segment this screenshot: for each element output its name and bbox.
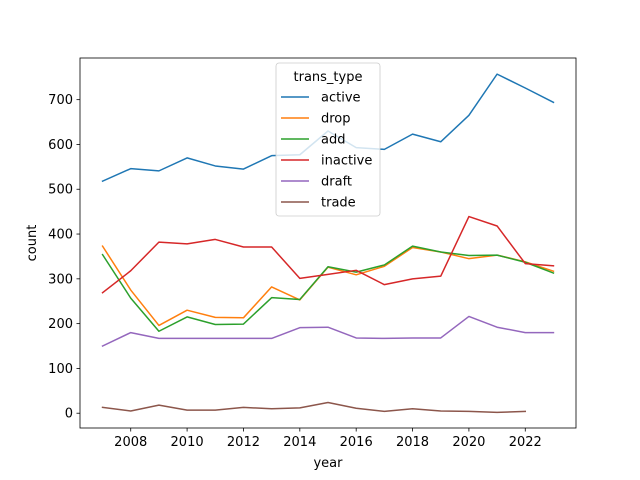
legend-label-draft: draft <box>321 175 352 190</box>
plot-frame <box>79 57 577 429</box>
x-tick-label: 2012 <box>227 435 260 450</box>
y-tick-label: 200 <box>48 317 73 332</box>
series-line-trade <box>101 401 527 414</box>
series-layer <box>101 73 555 414</box>
y-tick-label: 600 <box>48 138 73 153</box>
legend: trans_type active drop add inactive draft tra… <box>275 62 381 217</box>
x-tick-label: 2020 <box>452 435 485 450</box>
legend-label-trade: trade <box>321 196 356 211</box>
legend-box <box>275 62 381 217</box>
legend-entries: active drop add inactive draft trade <box>281 91 372 211</box>
legend-label-inactive: inactive <box>321 154 372 169</box>
x-axis-label: year <box>313 456 343 471</box>
legend-title: trans_type <box>294 70 363 85</box>
legend-label-active: active <box>321 91 361 106</box>
y-tick-label: 0 <box>65 407 73 422</box>
y-axis-label: count <box>25 225 40 262</box>
x-tick-label: 2010 <box>171 435 204 450</box>
series-line-add <box>101 245 555 332</box>
y-tick-label: 400 <box>48 228 73 243</box>
legend-label-drop: drop <box>321 112 351 127</box>
x-tick-label: 2022 <box>509 435 542 450</box>
series-line-draft <box>101 315 555 348</box>
x-tick-label: 2018 <box>396 435 429 450</box>
x-tick-label: 2016 <box>340 435 373 450</box>
x-tick-label: 2014 <box>283 435 316 450</box>
x-axis: 2008 2010 2012 2014 2016 2018 2020 2022 <box>114 428 542 450</box>
legend-label-add: add <box>321 133 345 148</box>
x-tick-label: 2008 <box>114 435 147 450</box>
y-tick-label: 500 <box>48 183 73 198</box>
y-axis: 0 100 200 300 400 500 600 700 <box>48 93 80 422</box>
y-tick-label: 100 <box>48 362 73 377</box>
series-line-inactive <box>101 215 555 294</box>
y-tick-label: 300 <box>48 272 73 287</box>
y-tick-label: 700 <box>48 93 73 108</box>
